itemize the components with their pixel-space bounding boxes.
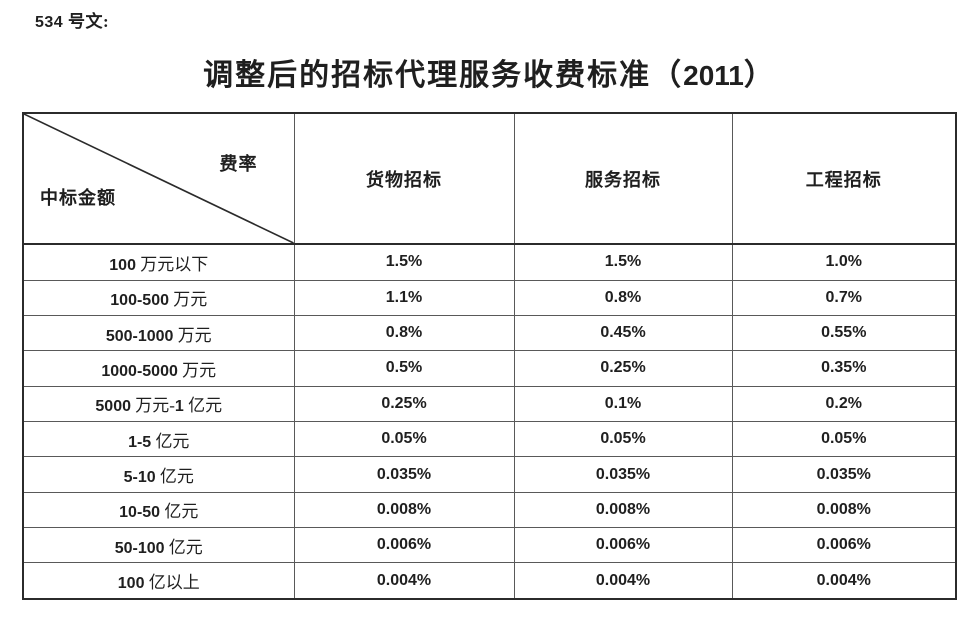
- table-row: 100 万元以下 1.5% 1.5% 1.0%: [22, 243, 957, 281]
- column-header-service-bidding: 服务招标: [513, 112, 733, 245]
- rate-value-cell: 1.0%: [731, 243, 957, 281]
- rate-value-cell: 0.5%: [293, 350, 515, 387]
- rate-value-cell: 0.05%: [513, 420, 733, 458]
- rate-value-cell: 0.55%: [731, 314, 957, 352]
- rate-value-cell: 0.25%: [293, 385, 515, 422]
- table-row: 100 亿以上 0.004% 0.004% 0.004%: [22, 562, 957, 600]
- rate-value-cell: 0.8%: [293, 314, 515, 352]
- rate-value-cell: 0.035%: [293, 456, 515, 493]
- rate-value-cell: 0.2%: [731, 385, 957, 422]
- rate-value-cell: 0.1%: [513, 385, 733, 422]
- rate-value-cell: 0.004%: [731, 562, 957, 600]
- rate-value-cell: 0.05%: [731, 420, 957, 458]
- rate-value-cell: 0.004%: [513, 562, 733, 600]
- rate-value-cell: 0.25%: [513, 350, 733, 387]
- table-row: 5000 万元-1 亿元 0.25% 0.1% 0.2%: [22, 385, 957, 422]
- fee-rate-table: 费率 中标金额 货物招标 服务招标 工程招标 100 万元以下 1.5% 1.5% 1…: [22, 112, 957, 600]
- row-label-cell: 50-100 亿元: [22, 527, 295, 564]
- table-row: 1-5 亿元 0.05% 0.05% 0.05%: [22, 420, 957, 458]
- page-title: 调整后的招标代理服务收费标准（2011）: [203, 59, 776, 92]
- table-row: 500-1000 万元 0.8% 0.45% 0.55%: [22, 314, 957, 352]
- row-label-cell: 1-5 亿元: [22, 420, 295, 458]
- rate-value-cell: 0.8%: [513, 279, 733, 316]
- rate-value-cell: 0.006%: [293, 527, 515, 564]
- rate-value-cell: 0.7%: [731, 279, 957, 316]
- row-label-cell: 5000 万元-1 亿元: [22, 385, 295, 422]
- row-label-cell: 5-10 亿元: [22, 456, 295, 493]
- table-row: 5-10 亿元 0.035% 0.035% 0.035%: [22, 456, 957, 493]
- rate-value-cell: 0.006%: [513, 527, 733, 564]
- row-label-cell: 500-1000 万元: [22, 314, 295, 352]
- rate-value-cell: 1.5%: [293, 243, 515, 281]
- row-label-cell: 100 万元以下: [22, 243, 295, 281]
- corner-cell: 费率 中标金额: [22, 112, 295, 245]
- rate-value-cell: 0.035%: [731, 456, 957, 493]
- rate-value-cell: 1.5%: [513, 243, 733, 281]
- header-row: 费率 中标金额 货物招标 服务招标 工程招标: [22, 112, 957, 245]
- table-row: 100-500 万元 1.1% 0.8% 0.7%: [22, 279, 957, 316]
- rate-value-cell: 0.008%: [731, 491, 957, 529]
- row-label-cell: 1000-5000 万元: [22, 350, 295, 387]
- rate-value-cell: 0.035%: [513, 456, 733, 493]
- rate-value-cell: 0.008%: [513, 491, 733, 529]
- row-label-cell: 100 亿以上: [22, 562, 295, 600]
- table-row: 50-100 亿元 0.006% 0.006% 0.006%: [22, 527, 957, 564]
- table-row: 10-50 亿元 0.008% 0.008% 0.008%: [22, 491, 957, 529]
- column-header-works-bidding: 工程招标: [731, 112, 957, 245]
- rate-value-cell: 0.006%: [731, 527, 957, 564]
- rate-value-cell: 0.45%: [513, 314, 733, 352]
- corner-rate-label: 费率: [219, 154, 258, 174]
- doc-number-label: 534 号文:: [35, 12, 110, 31]
- rate-value-cell: 0.004%: [293, 562, 515, 600]
- table-body: 100 万元以下 1.5% 1.5% 1.0% 100-500 万元 1.1% 0.8% 0.…: [22, 243, 957, 600]
- row-label-cell: 100-500 万元: [22, 279, 295, 316]
- rate-value-cell: 0.008%: [293, 491, 515, 529]
- table-row: 1000-5000 万元 0.5% 0.25% 0.35%: [22, 350, 957, 387]
- rate-value-cell: 1.1%: [293, 279, 515, 316]
- row-label-cell: 10-50 亿元: [22, 491, 295, 529]
- corner-amount-label: 中标金额: [40, 188, 116, 208]
- rate-value-cell: 0.05%: [293, 420, 515, 458]
- rate-value-cell: 0.35%: [731, 350, 957, 387]
- column-header-goods-bidding: 货物招标: [293, 112, 515, 245]
- diagonal-line-icon: [24, 114, 294, 243]
